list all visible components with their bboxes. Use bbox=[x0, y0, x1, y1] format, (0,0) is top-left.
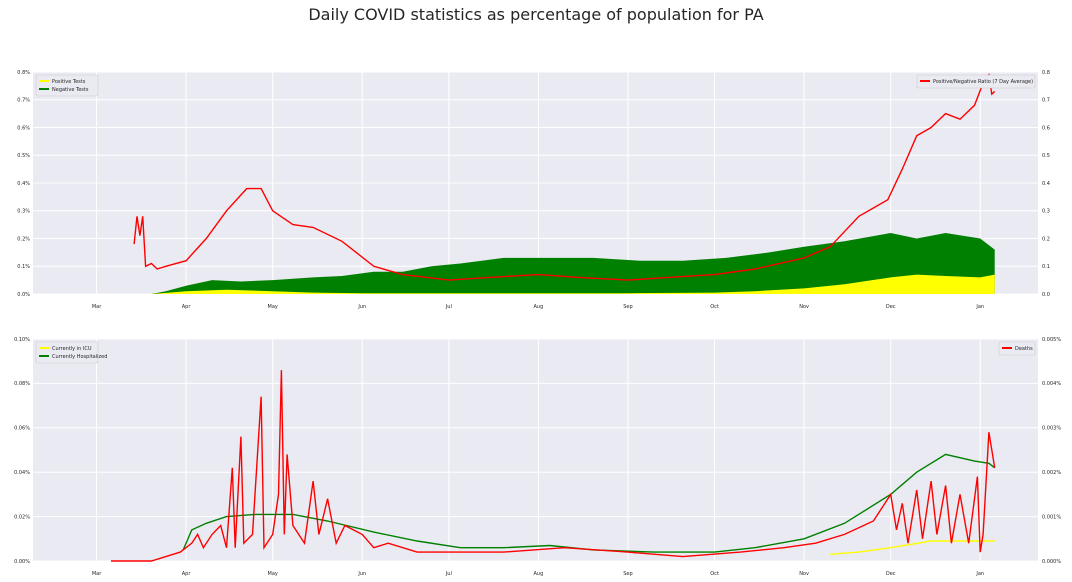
y-tick-left-label: 0.6% bbox=[17, 125, 30, 131]
x-tick-label: Nov bbox=[799, 571, 809, 577]
y-tick-right-label: 0.4 bbox=[1042, 181, 1050, 187]
x-tick-label: Oct bbox=[710, 571, 719, 577]
x-tick-label: May bbox=[268, 304, 278, 310]
y-tick-right-label: 0.7 bbox=[1042, 98, 1050, 104]
legend-label: Positive/Negative Ratio (7 Day Average) bbox=[933, 79, 1033, 85]
series-area-negative-tests bbox=[151, 233, 995, 294]
series-line-positive-negative-ratio-7-day-average bbox=[133, 72, 996, 281]
x-tick-label: Jan bbox=[975, 304, 984, 310]
x-tick-label: Apr bbox=[182, 304, 192, 310]
y-tick-left-label: 0.7% bbox=[17, 98, 30, 104]
y-tick-left-label: 0.8% bbox=[17, 70, 30, 76]
y-tick-left-label: 0.08% bbox=[14, 381, 30, 387]
y-tick-right-label: 0.000% bbox=[1042, 559, 1061, 565]
x-tick-label: Dec bbox=[886, 304, 896, 310]
y-tick-left-label: 0.2% bbox=[17, 236, 30, 242]
y-tick-left-label: 0.10% bbox=[14, 337, 30, 343]
series-line-deaths bbox=[111, 370, 996, 562]
x-tick-label: Mar bbox=[92, 571, 102, 577]
legend-box bbox=[35, 341, 99, 364]
legend-top-right: Deaths bbox=[998, 341, 1036, 356]
x-tick-label: Oct bbox=[710, 304, 719, 310]
y-tick-right-label: 0.002% bbox=[1042, 470, 1061, 476]
x-tick-label: Dec bbox=[886, 571, 896, 577]
x-tick-label: Apr bbox=[182, 571, 192, 577]
y-tick-right-label: 0.2 bbox=[1042, 236, 1050, 242]
y-tick-left-label: 0.00% bbox=[14, 559, 30, 565]
chart-panel-2: 0.00% 0.000% 0.02% 0.001% 0.04% 0.002% 0.06% 0.… bbox=[14, 337, 1061, 577]
page-title: Daily COVID statistics as percentage of … bbox=[308, 5, 764, 24]
chart-panel-1: 0.0% 0.0 0.1% 0.1 0.2% 0.2 0.3% 0.3 0.4% 0.4 0.5% 0… bbox=[17, 70, 1050, 310]
x-tick-label: Jul bbox=[445, 304, 452, 310]
x-tick-label: May bbox=[268, 571, 278, 577]
x-tick-label: Aug bbox=[534, 304, 544, 310]
x-tick-label: Jul bbox=[445, 571, 452, 577]
x-tick-label: Nov bbox=[799, 304, 809, 310]
y-tick-right-label: 0.0 bbox=[1042, 292, 1050, 298]
x-tick-label: Aug bbox=[534, 571, 544, 577]
y-tick-left-label: 0.06% bbox=[14, 426, 30, 432]
legend-label: Positive Tests bbox=[52, 79, 86, 85]
legend-box bbox=[35, 74, 99, 97]
y-tick-left-label: 0.3% bbox=[17, 209, 30, 215]
x-tick-label: Jun bbox=[357, 304, 366, 310]
legend-top-right: Positive/Negative Ratio (7 Day Average) bbox=[916, 74, 1036, 89]
x-tick-label: Sep bbox=[623, 304, 632, 310]
y-tick-left-label: 0.1% bbox=[17, 264, 30, 270]
x-tick-label: Mar bbox=[92, 304, 102, 310]
y-tick-right-label: 0.5 bbox=[1042, 153, 1050, 159]
y-tick-left-label: 0.0% bbox=[17, 292, 30, 298]
y-tick-right-label: 0.001% bbox=[1042, 514, 1061, 520]
legend-box bbox=[916, 74, 1036, 89]
legend-top-left: Positive Tests Negative Tests bbox=[35, 74, 99, 97]
y-tick-right-label: 0.1 bbox=[1042, 264, 1050, 270]
legend-label: Negative Tests bbox=[52, 87, 89, 93]
legend-top-left: Currently in ICU Currently Hospitalized bbox=[35, 341, 107, 364]
legend-box bbox=[998, 341, 1036, 356]
y-tick-right-label: 0.004% bbox=[1042, 381, 1061, 387]
y-tick-left-label: 0.02% bbox=[14, 514, 30, 520]
x-tick-label: Jan bbox=[975, 571, 984, 577]
series-area-positive-tests bbox=[151, 274, 995, 294]
legend-label: Currently Hospitalized bbox=[52, 354, 107, 360]
legend-label: Deaths bbox=[1015, 346, 1033, 352]
y-tick-right-label: 0.003% bbox=[1042, 426, 1061, 432]
y-tick-left-label: 0.4% bbox=[17, 181, 30, 187]
x-tick-label: Sep bbox=[623, 571, 632, 577]
y-tick-right-label: 0.3 bbox=[1042, 209, 1050, 215]
y-tick-left-label: 0.5% bbox=[17, 153, 30, 159]
x-tick-label: Jun bbox=[357, 571, 366, 577]
plot-background bbox=[33, 339, 1038, 561]
y-tick-left-label: 0.04% bbox=[14, 470, 30, 476]
y-tick-right-label: 0.005% bbox=[1042, 337, 1061, 343]
y-tick-right-label: 0.8 bbox=[1042, 70, 1050, 76]
legend-label: Currently in ICU bbox=[52, 346, 92, 352]
y-tick-right-label: 0.6 bbox=[1042, 125, 1050, 131]
